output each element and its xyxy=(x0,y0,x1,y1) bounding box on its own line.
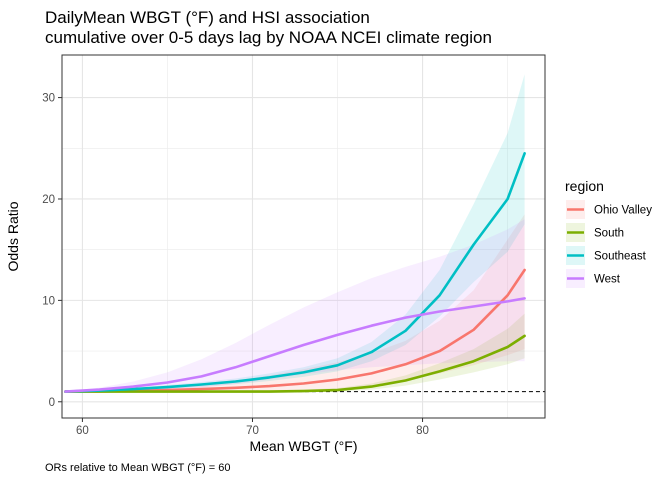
series-lines xyxy=(64,152,526,393)
chart-caption: ORs relative to Mean WBGT (°F) = 60 xyxy=(45,462,230,474)
x-axis-title: Mean WBGT (°F) xyxy=(249,438,357,454)
panel-border xyxy=(61,54,546,419)
chart-subtitle: cumulative over 0-5 days lag by NOAA NCE… xyxy=(45,28,492,47)
series-line-southeast xyxy=(64,152,526,393)
confidence-band-ohio-valley xyxy=(65,214,525,393)
confidence-bands xyxy=(65,74,525,393)
legend-label-west: West xyxy=(594,274,621,286)
legend-label-south: South xyxy=(594,228,624,240)
y-axis-title: Odds Ratio xyxy=(5,201,21,271)
confidence-band-west xyxy=(65,219,525,392)
x-tick-label: 60 xyxy=(76,425,89,437)
confidence-band-southeast xyxy=(65,74,525,392)
legend-title: region xyxy=(565,178,604,194)
x-tick-label: 70 xyxy=(246,425,259,437)
y-tick-label: 10 xyxy=(42,295,55,307)
legend-label-southeast: Southeast xyxy=(594,251,647,263)
series-line-south xyxy=(64,334,526,393)
y-tick-label: 20 xyxy=(42,194,55,206)
chart-title: DailyMean WBGT (°F) and HSI association xyxy=(45,8,370,27)
legend-label-ohio-valley: Ohio Valley xyxy=(594,205,652,217)
x-tick-label: 80 xyxy=(416,425,429,437)
y-tick-label: 0 xyxy=(49,397,55,409)
legend: region Ohio Valley South Southeast West xyxy=(565,178,652,288)
axis-ticks: 60 70 80 0 10 20 30 xyxy=(42,93,429,437)
minor-gridlines xyxy=(62,55,545,418)
y-tick-label: 30 xyxy=(42,93,55,105)
series-line-west xyxy=(64,297,526,393)
